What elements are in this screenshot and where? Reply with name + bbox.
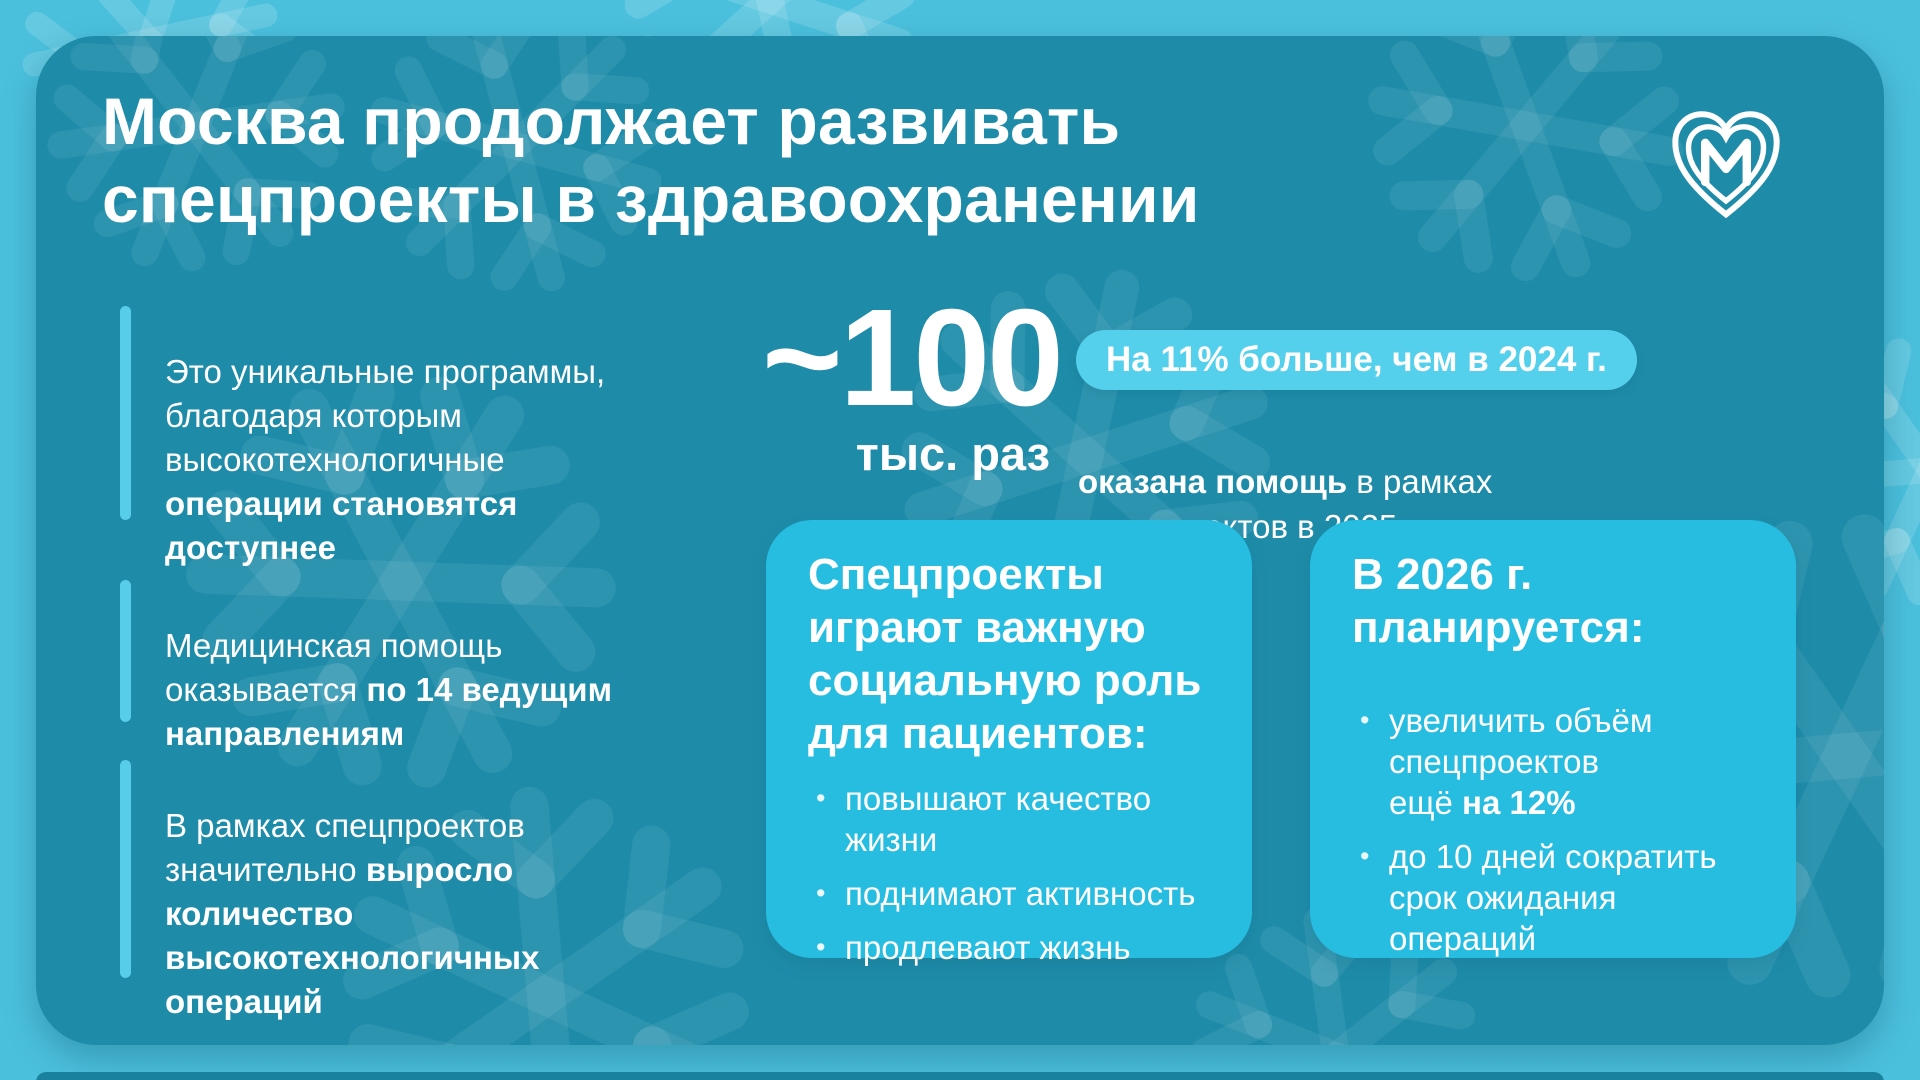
intro-item-text: В рамках спецпроектов значительно выросл…	[165, 807, 540, 1020]
accent-bar	[120, 580, 131, 722]
accent-bar	[120, 306, 131, 520]
moscow-heart-m-logo-icon	[1658, 100, 1794, 230]
card-heading: Спецпроекты играют важную социальную рол…	[808, 550, 1202, 758]
bullet-item: поднимают активность	[808, 873, 1212, 914]
accent-bar	[120, 760, 131, 978]
page-title: Москва продолжает развивать спецпроекты …	[102, 84, 1200, 236]
bullet-item: продлевают жизнь	[808, 927, 1212, 968]
bullet-item: повышают качество жизни	[808, 778, 1212, 860]
card-social-role: Спецпроекты играют важную социальную рол…	[766, 520, 1252, 968]
intro-item-text: Это уникальные программы, благодаря кото…	[165, 353, 606, 566]
intro-item: Медицинская помощь оказывается по 14 вед…	[120, 580, 612, 756]
card-heading: В 2026 г. планируется:	[1352, 550, 1645, 652]
infographic-panel: Москва продолжает развивать спецпроекты …	[36, 36, 1884, 1045]
intro-item-text: Медицинская помощь оказывается по 14 вед…	[165, 627, 612, 752]
stat-unit: тыс. раз	[855, 427, 1050, 480]
intro-item: В рамках спецпроектов значительно выросл…	[120, 760, 539, 1024]
stat-badge: На 11% больше, чем в 2024 г.	[1076, 330, 1637, 390]
card-2026-plans: В 2026 г. планируется: увеличить объём с…	[1310, 520, 1796, 958]
stat-value: ~100	[762, 281, 1064, 435]
bullet-item: увеличить объём спецпроектов ещё на 12%	[1352, 700, 1756, 823]
next-panel-peek	[36, 1072, 1884, 1080]
bullet-item: до 10 дней сократить срок ожидания опера…	[1352, 836, 1756, 959]
card-bullet-list: увеличить объём спецпроектов ещё на 12% …	[1352, 700, 1756, 959]
card-bullet-list: повышают качество жизни поднимают активн…	[808, 778, 1212, 968]
intro-item: Это уникальные программы, благодаря кото…	[120, 306, 605, 570]
